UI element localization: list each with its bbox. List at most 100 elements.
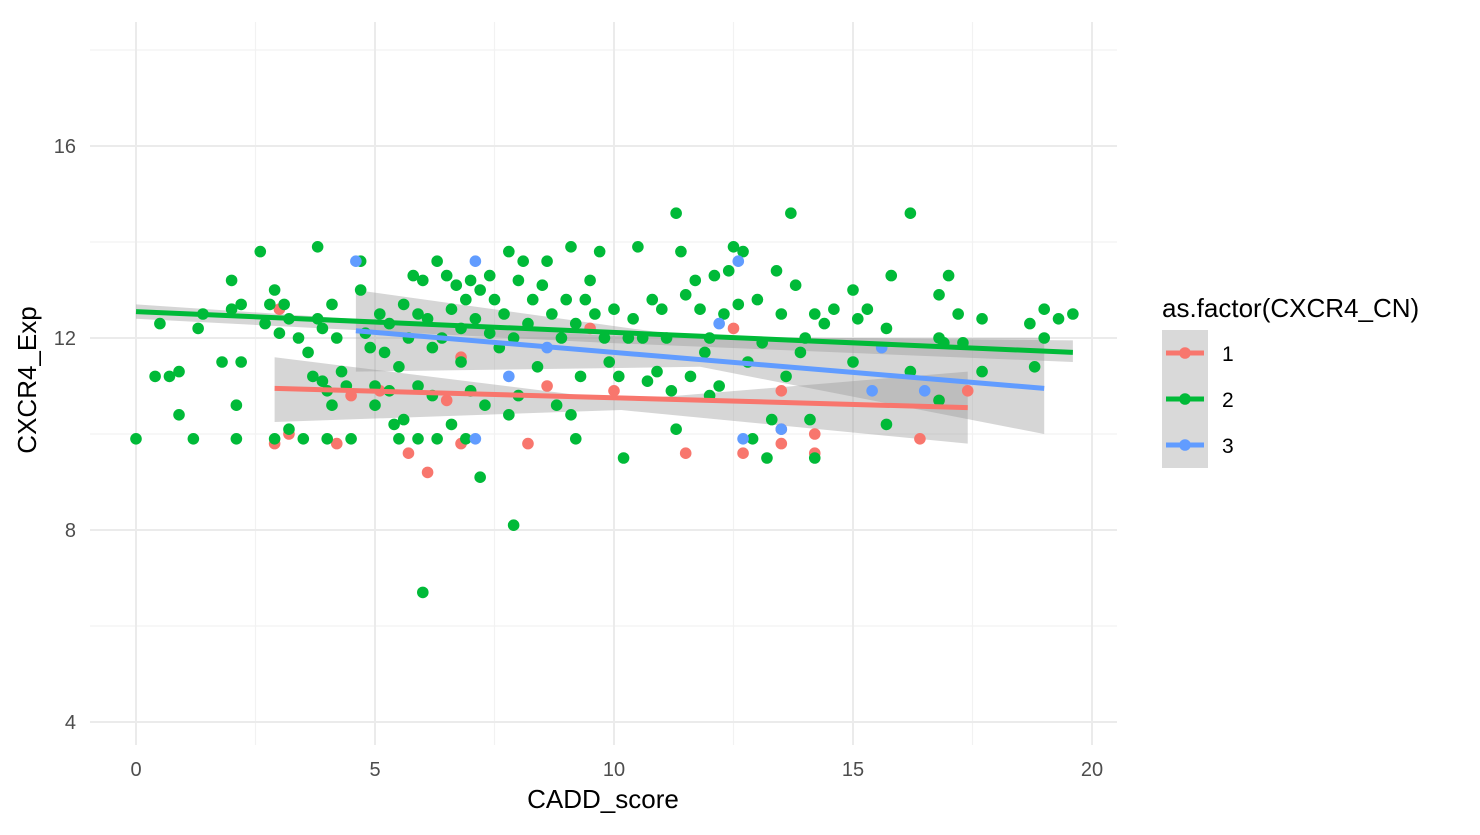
data-point-series-2 (885, 269, 898, 282)
data-point-series-2 (483, 327, 496, 340)
data-point-series-2 (665, 385, 678, 397)
data-point-series-2 (283, 423, 295, 436)
data-point-series-2 (904, 207, 917, 219)
data-point-series-2 (225, 303, 238, 316)
data-point-series-3 (350, 255, 362, 267)
data-point-series-2 (474, 471, 486, 484)
data-point-series-2 (675, 245, 687, 258)
legend-key-point (1179, 347, 1191, 359)
data-point-series-2 (574, 370, 587, 383)
data-point-series-2 (670, 207, 682, 219)
data-point-series-2 (1028, 361, 1041, 373)
legend-entry-label: 2 (1222, 389, 1234, 412)
data-point-series-2 (560, 293, 572, 306)
data-point-series-2 (727, 241, 740, 253)
data-point-series-2 (526, 293, 539, 306)
data-point-series-2 (555, 332, 568, 344)
data-point-series-2 (550, 399, 563, 412)
data-point-series-2 (794, 346, 807, 359)
data-point-series-2 (808, 452, 821, 464)
data-point-series-2 (235, 298, 247, 311)
y-tick-label: 16 (54, 136, 76, 158)
data-point-series-2 (617, 452, 630, 464)
data-point-series-2 (780, 370, 792, 383)
data-point-series-2 (536, 279, 549, 292)
data-point-series-2 (507, 332, 520, 344)
data-point-series-2 (689, 274, 702, 287)
data-point-series-1 (541, 380, 553, 392)
data-point-series-2 (364, 341, 377, 354)
y-axis-title: CXCR4_Exp (12, 306, 42, 453)
data-point-series-2 (531, 361, 544, 373)
data-point-series-3 (713, 317, 725, 330)
data-point-series-2 (565, 409, 577, 421)
data-point-series-2 (656, 303, 668, 316)
legend-entry-label: 1 (1222, 343, 1234, 366)
data-point-series-2 (569, 433, 582, 445)
y-tick-label: 8 (65, 520, 76, 542)
data-point-series-2 (541, 255, 553, 267)
trend-line-series-3 (355, 328, 1045, 391)
data-point-series-2 (431, 255, 443, 267)
legend-keys: 1 2 3 (1162, 330, 1234, 468)
data-point-series-2 (426, 341, 439, 354)
data-point-series-2 (417, 274, 429, 287)
data-point-series-2 (1024, 317, 1036, 330)
data-point-series-1 (608, 385, 620, 397)
data-point-series-2 (737, 245, 749, 258)
data-point-series-2 (307, 370, 319, 383)
data-point-series-2 (393, 433, 405, 445)
trend-line-series-2 (135, 309, 1073, 355)
data-point-series-2 (775, 308, 788, 320)
data-point-series-1 (440, 394, 453, 407)
x-axis-title: CADD_score (527, 784, 679, 814)
data-point-series-2 (546, 308, 558, 320)
data-point-series-2 (316, 322, 329, 335)
data-point-series-2 (933, 394, 945, 407)
data-point-series-1 (775, 437, 788, 450)
data-point-series-2 (187, 433, 200, 445)
data-point-series-2 (417, 586, 429, 599)
data-point-series-2 (130, 433, 142, 445)
data-point-series-2 (699, 346, 711, 359)
data-point-series-2 (765, 413, 778, 426)
data-point-series-1 (679, 447, 692, 460)
data-point-series-2 (684, 370, 697, 383)
data-point-series-3 (866, 385, 878, 397)
x-tick-label: 0 (130, 759, 141, 781)
data-point-series-3 (918, 385, 931, 397)
data-point-series-2 (302, 346, 314, 359)
data-point-series-2 (584, 274, 596, 287)
x-tick-label: 5 (369, 759, 380, 781)
data-point-series-2 (569, 317, 582, 330)
data-point-series-2 (149, 370, 161, 383)
data-point-series-2 (445, 303, 458, 316)
data-point-series-2 (412, 433, 424, 445)
data-point-series-2 (397, 413, 410, 426)
data-point-series-1 (522, 437, 534, 450)
legend-key-point (1179, 439, 1191, 451)
x-tick-label: 20 (1081, 759, 1103, 781)
data-point-series-1 (775, 385, 788, 397)
data-point-series-2 (397, 298, 410, 311)
data-point-series-2 (679, 289, 692, 301)
data-point-series-2 (785, 207, 797, 219)
data-point-series-2 (789, 279, 802, 292)
data-point-series-2 (632, 241, 644, 253)
y-tick-label: 4 (65, 712, 76, 734)
data-point-series-2 (311, 241, 324, 253)
data-point-series-2 (273, 327, 286, 340)
data-point-series-2 (445, 418, 458, 431)
data-point-series-2 (479, 399, 491, 412)
y-tick-label: 12 (54, 328, 76, 350)
data-point-series-2 (460, 433, 472, 445)
data-point-series-2 (828, 303, 840, 316)
data-point-series-1 (737, 447, 749, 460)
data-point-series-2 (431, 433, 443, 445)
data-point-series-2 (440, 269, 453, 282)
data-point-series-2 (488, 293, 501, 306)
data-point-series-2 (603, 356, 616, 368)
data-point-series-1 (727, 322, 740, 335)
data-point-series-2 (761, 452, 773, 464)
data-point-series-2 (297, 433, 310, 445)
